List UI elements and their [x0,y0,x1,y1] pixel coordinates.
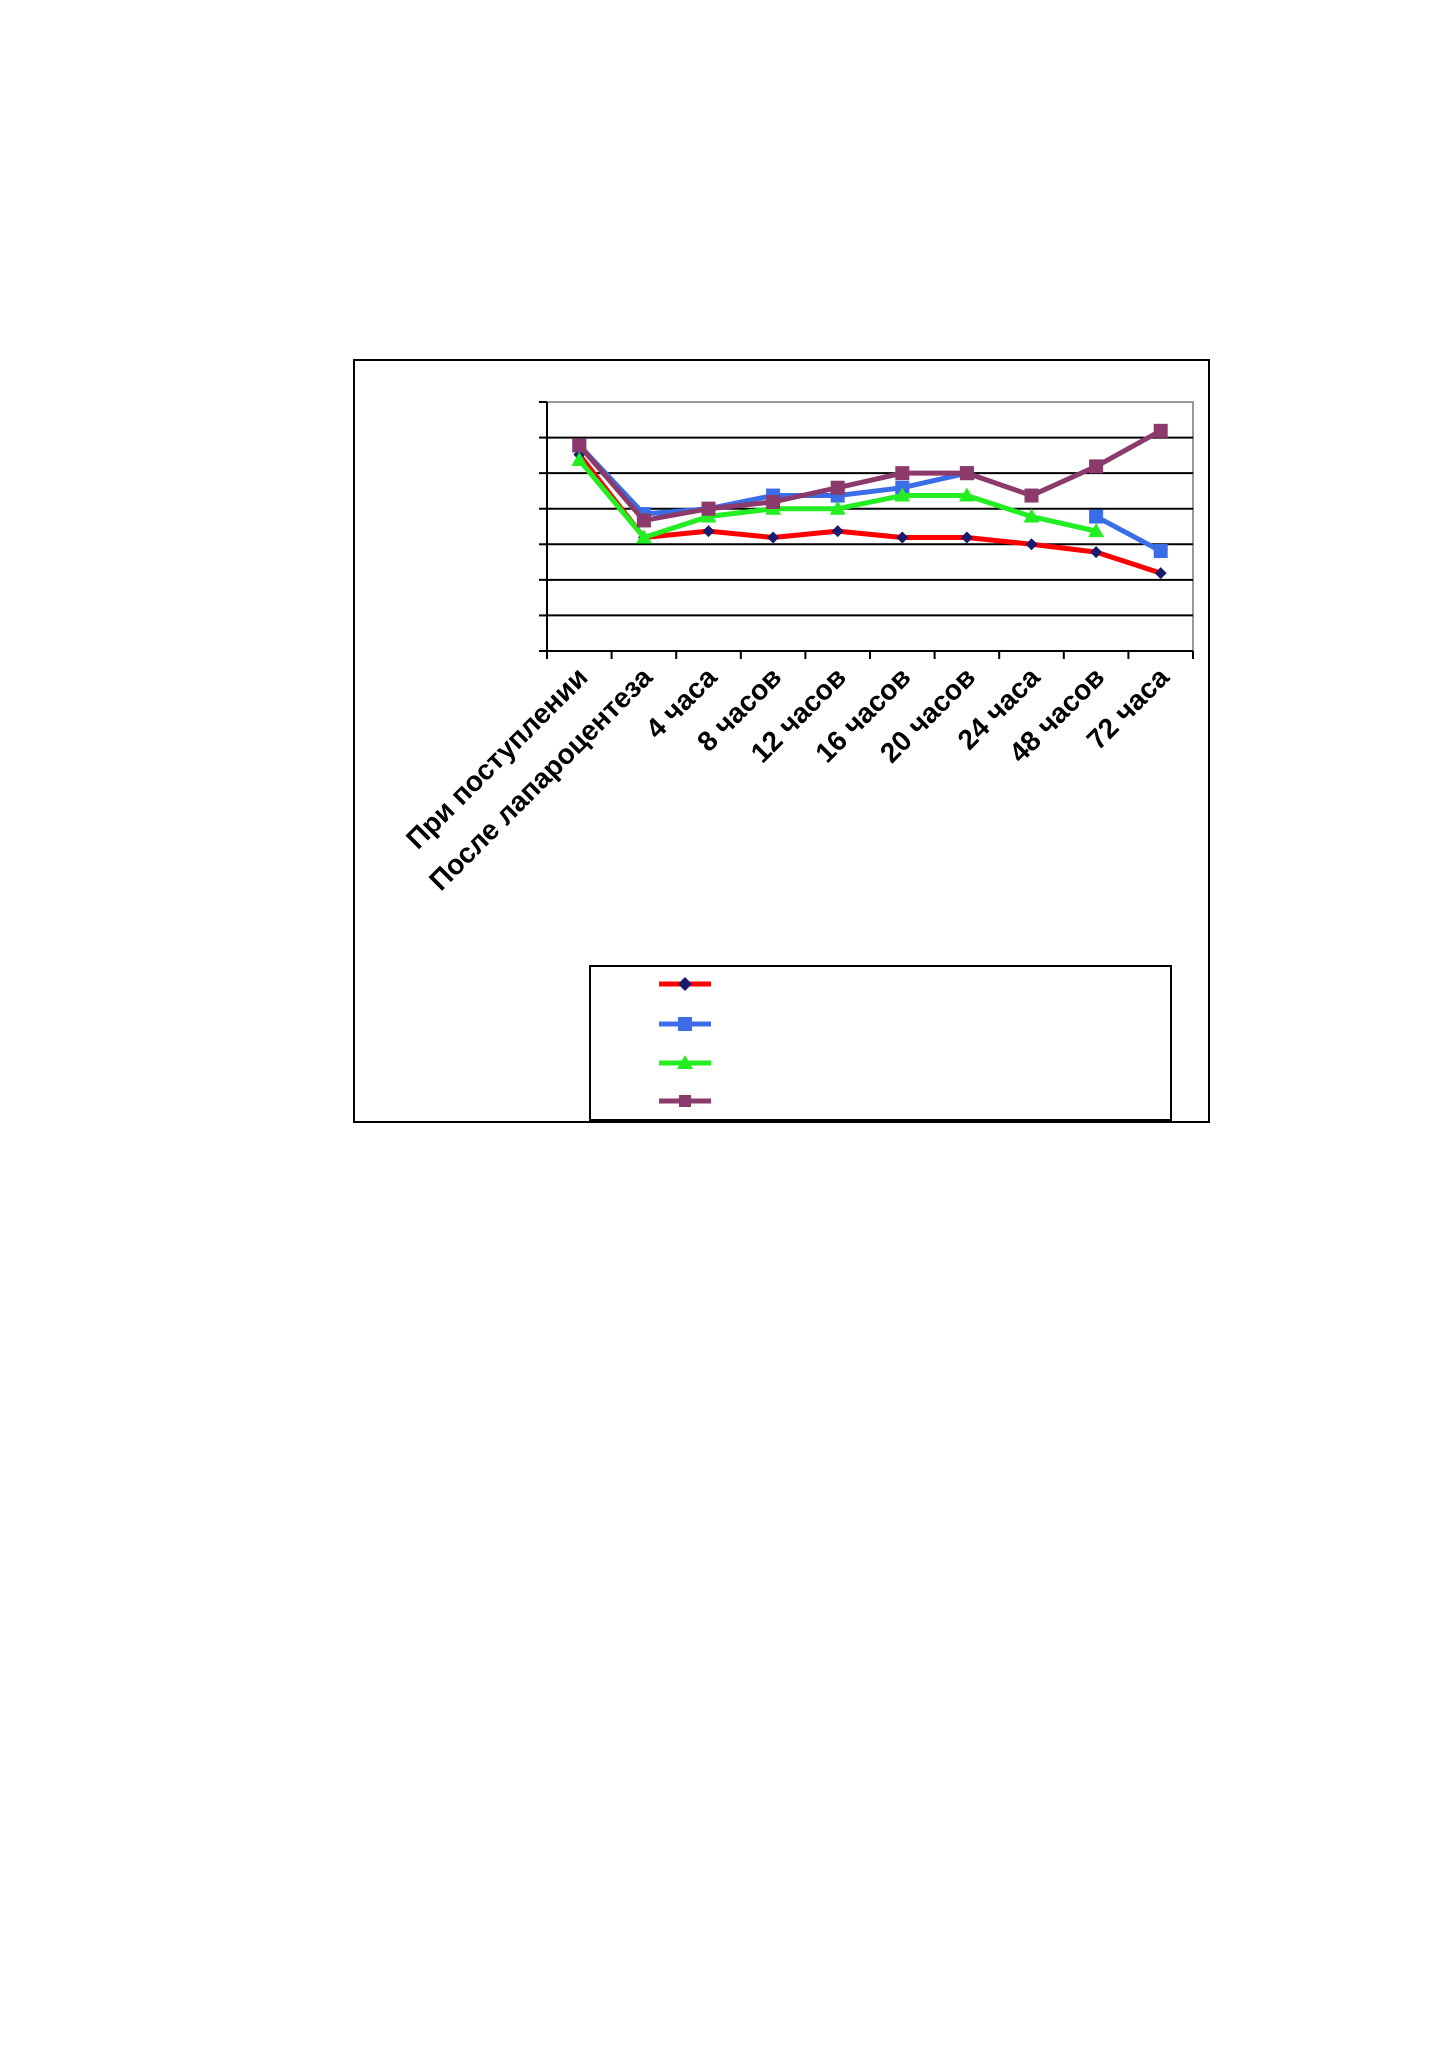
marker [571,451,588,466]
legend-entry [659,977,711,1107]
marker [702,525,715,538]
marker [1023,508,1040,523]
marker [636,513,651,528]
marker [894,487,911,502]
marker [958,487,975,502]
marker [959,466,974,481]
legend-box [589,965,1172,1121]
marker [1089,509,1104,524]
marker [960,531,973,544]
marker [635,529,652,544]
marker [1024,488,1039,503]
legend-marker [677,1055,693,1069]
legend-marker [678,977,692,991]
marker [572,438,587,453]
marker [1025,538,1038,551]
marker [896,531,909,544]
marker [701,501,716,516]
marker [1088,523,1105,538]
series-line [577,428,1162,523]
marker [1154,567,1167,580]
marker [830,480,845,495]
marker [1089,459,1104,474]
legend-marker [678,1017,692,1031]
marker [829,500,846,515]
legend-marker [679,1095,691,1107]
series-line [577,453,1162,576]
marker [766,494,781,509]
marker [767,531,780,544]
marker [831,525,844,538]
marker [1153,544,1168,559]
marker [1153,423,1168,438]
marker [1090,546,1103,559]
marker [895,466,910,481]
